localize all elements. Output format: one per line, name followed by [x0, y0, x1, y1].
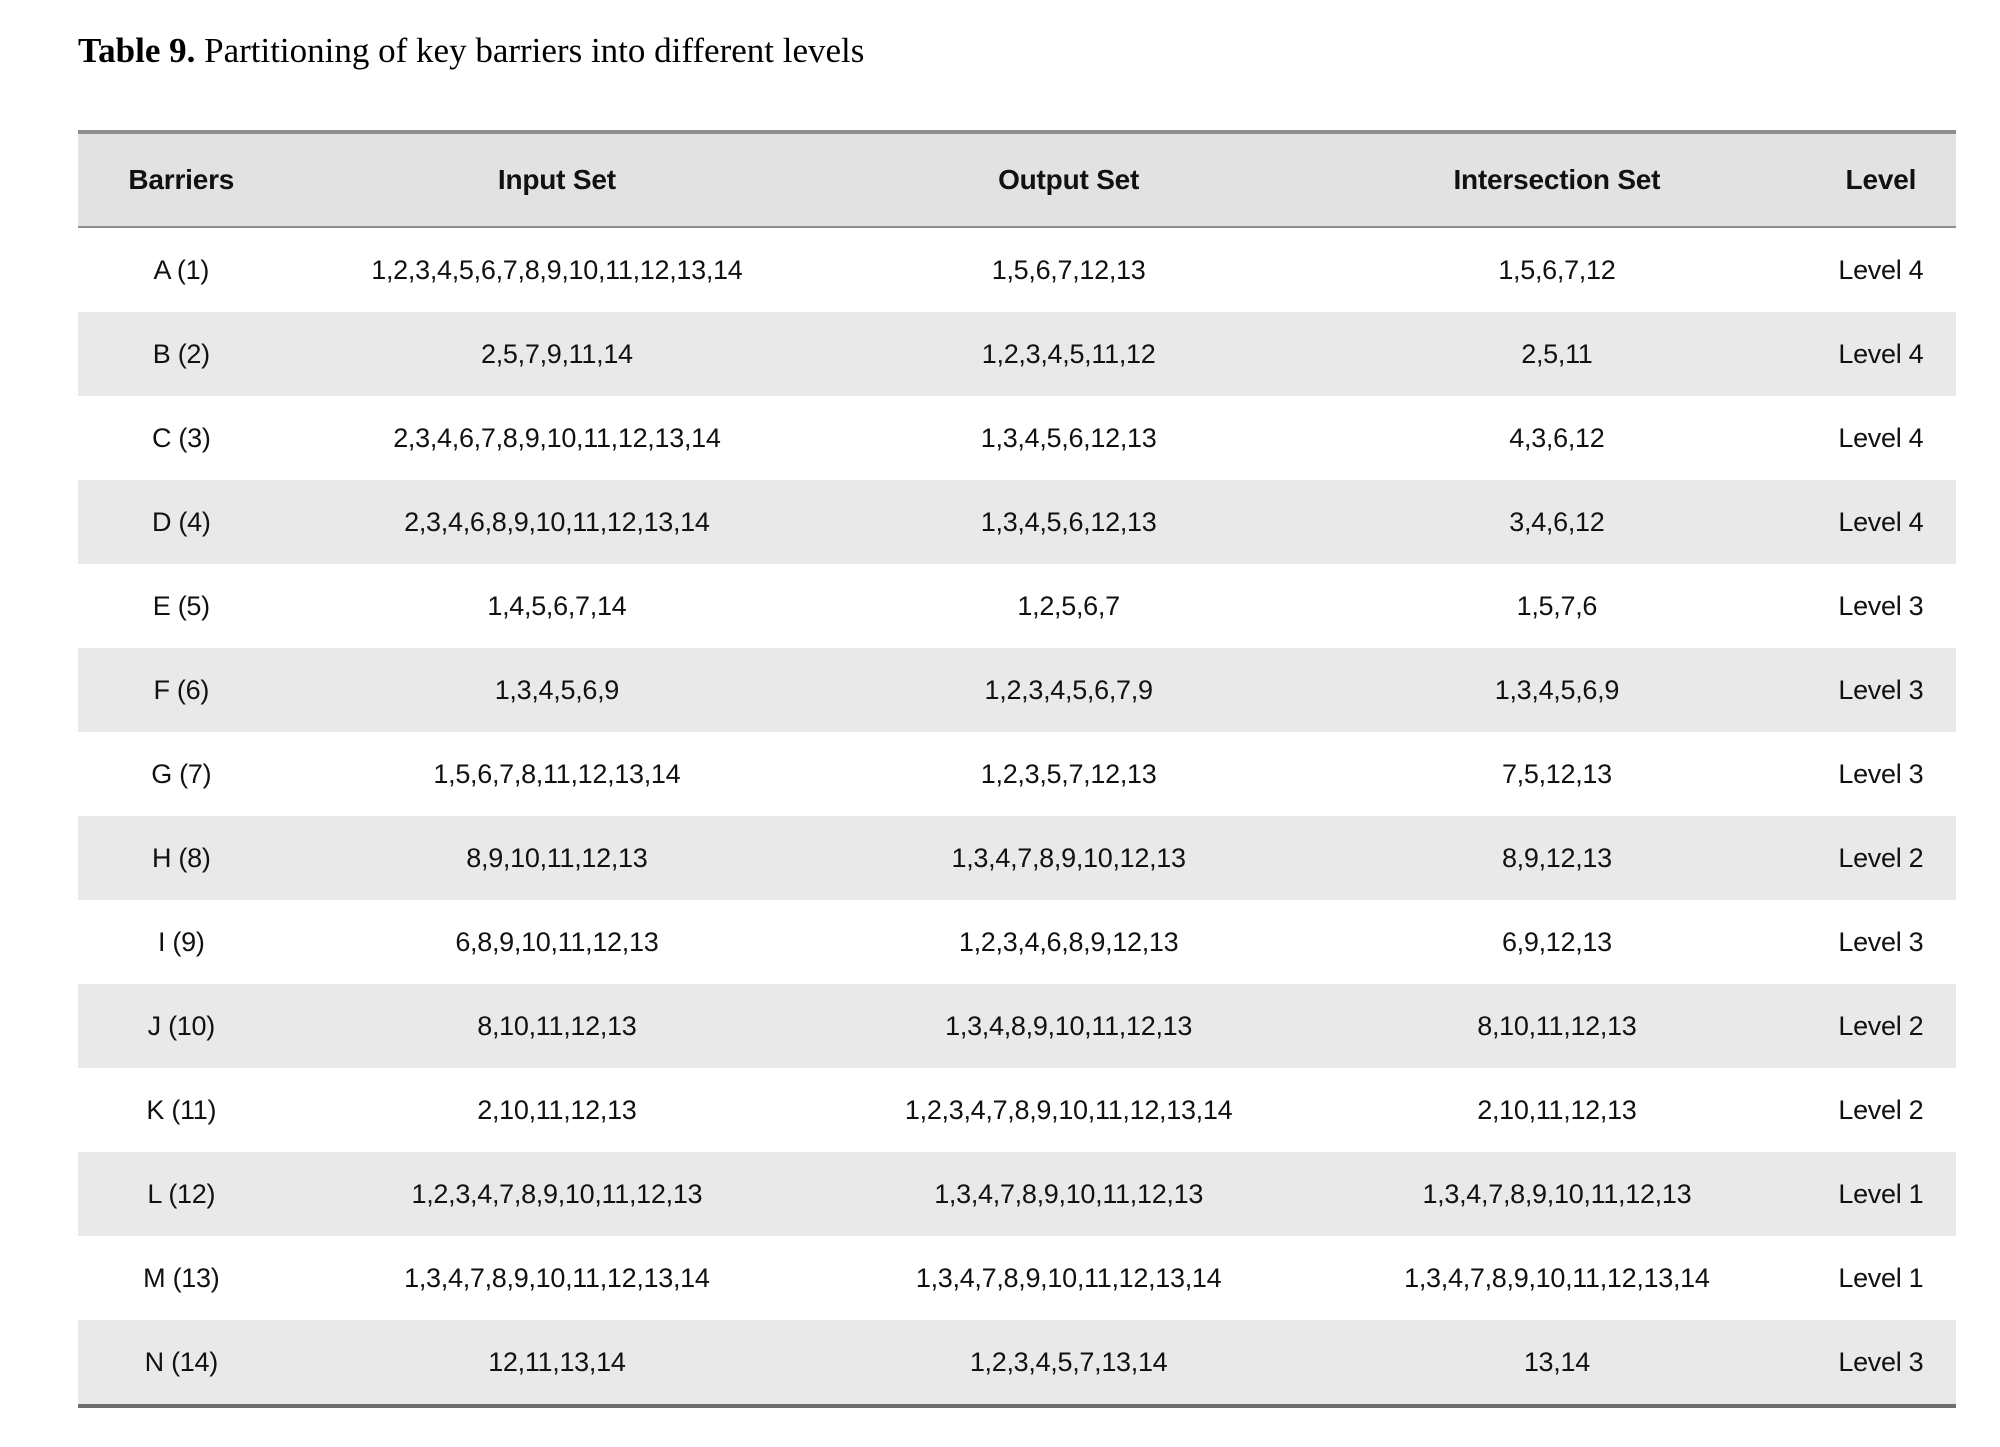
- level-cell: Level 4: [1838, 338, 1924, 369]
- intersection-cell: 8,10,11,12,13: [1477, 1010, 1637, 1041]
- table-caption-label: Table 9.: [78, 31, 196, 70]
- barrier-cell: F (6): [153, 674, 210, 705]
- barrier-cell: M (13): [143, 1262, 220, 1293]
- input-cell: 2,10,11,12,13: [477, 1094, 637, 1125]
- table-header-row: Barriers Input Set Output Set Intersecti…: [78, 132, 1956, 228]
- barrier-cell: N (14): [144, 1346, 219, 1377]
- level-cell: Level 4: [1838, 254, 1924, 285]
- output-cell: 1,2,3,4,5,11,12: [981, 338, 1156, 369]
- input-cell: 12,11,13,14: [488, 1346, 626, 1377]
- table-row: I (9) 6,8,9,10,11,12,13 1,2,3,4,6,8,9,12,1…: [78, 900, 1956, 984]
- intersection-cell: 8,9,12,13: [1501, 842, 1612, 873]
- table-row: H (8) 8,9,10,11,12,13 1,3,4,7,8,9,10,12,13…: [78, 816, 1956, 900]
- level-cell: Level 4: [1838, 422, 1924, 453]
- column-header-level: Level: [1805, 132, 1956, 228]
- output-cell: 1,2,3,5,7,12,13: [980, 758, 1157, 789]
- input-cell: 2,5,7,9,11,14: [481, 338, 633, 369]
- barriers-table: Barriers Input Set Output Set Intersecti…: [78, 130, 1956, 1408]
- intersection-cell: 6,9,12,13: [1501, 926, 1612, 957]
- column-header-output-set: Output Set: [829, 132, 1309, 228]
- level-cell: Level 2: [1838, 842, 1924, 873]
- level-cell: Level 3: [1838, 926, 1924, 957]
- intersection-cell: 2,10,11,12,13: [1477, 1094, 1637, 1125]
- barrier-cell: A (1): [153, 254, 210, 285]
- output-cell: 1,3,4,5,6,12,13: [980, 422, 1157, 453]
- intersection-cell: 7,5,12,13: [1501, 758, 1612, 789]
- output-cell: 1,2,3,4,7,8,9,10,11,12,13,14: [904, 1094, 1233, 1125]
- intersection-cell: 1,5,6,7,12: [1498, 254, 1616, 285]
- table-row: D (4) 2,3,4,6,8,9,10,11,12,13,14 1,3,4,5,6…: [78, 480, 1956, 564]
- intersection-cell: 3,4,6,12: [1509, 506, 1605, 537]
- intersection-cell: 2,5,11: [1521, 338, 1593, 369]
- output-cell: 1,5,6,7,12,13: [991, 254, 1146, 285]
- table-row: C (3) 2,3,4,6,7,8,9,10,11,12,13,14 1,3,4,5…: [78, 396, 1956, 480]
- output-cell: 1,2,5,6,7: [1017, 590, 1120, 621]
- input-cell: 2,3,4,6,8,9,10,11,12,13,14: [404, 506, 710, 537]
- table-body: A (1) 1,2,3,4,5,6,7,8,9,10,11,12,13,14 1,5…: [78, 227, 1956, 1406]
- input-cell: 1,2,3,4,7,8,9,10,11,12,13: [411, 1178, 703, 1209]
- level-cell: Level 3: [1838, 1346, 1924, 1377]
- table-row: A (1) 1,2,3,4,5,6,7,8,9,10,11,12,13,14 1,5…: [78, 227, 1956, 312]
- input-cell: 1,2,3,4,5,6,7,8,9,10,11,12,13,14: [371, 254, 743, 285]
- table-row: B (2) 2,5,7,9,11,14 1,2,3,4,5,11,12 2,5,11 L…: [78, 312, 1956, 396]
- table-row: N (14) 12,11,13,14 1,2,3,4,5,7,13,14 13,14 L…: [78, 1320, 1956, 1406]
- intersection-cell: 1,3,4,7,8,9,10,11,12,13: [1422, 1178, 1692, 1209]
- barrier-cell: H (8): [152, 842, 211, 873]
- barrier-cell: J (10): [147, 1010, 216, 1041]
- input-cell: 2,3,4,6,7,8,9,10,11,12,13,14: [393, 422, 721, 453]
- output-cell: 1,3,4,7,8,9,10,11,12,13,14: [915, 1262, 1222, 1293]
- intersection-cell: 4,3,6,12: [1509, 422, 1605, 453]
- column-header-input-set: Input Set: [284, 132, 830, 228]
- input-cell: 1,5,6,7,8,11,12,13,14: [433, 758, 681, 789]
- output-cell: 1,2,3,4,5,7,13,14: [969, 1346, 1168, 1377]
- intersection-cell: 1,3,4,7,8,9,10,11,12,13,14: [1404, 1262, 1710, 1293]
- table-row: L (12) 1,2,3,4,7,8,9,10,11,12,13 1,3,4,7,8…: [78, 1152, 1956, 1236]
- level-cell: Level 1: [1838, 1178, 1924, 1209]
- level-cell: Level 2: [1838, 1010, 1924, 1041]
- output-cell: 1,3,4,5,6,12,13: [980, 506, 1157, 537]
- barrier-cell: L (12): [147, 1178, 216, 1209]
- input-cell: 6,8,9,10,11,12,13: [455, 926, 659, 957]
- table-row: F (6) 1,3,4,5,6,9 1,2,3,4,5,6,7,9 1,3,4,5,6…: [78, 648, 1956, 732]
- column-header-intersection-set: Intersection Set: [1308, 132, 1806, 228]
- output-cell: 1,2,3,4,5,6,7,9: [984, 674, 1153, 705]
- table-caption-text: Partitioning of key barriers into differ…: [195, 31, 865, 70]
- barrier-cell: B (2): [152, 338, 210, 369]
- table-row: J (10) 8,10,11,12,13 1,3,4,8,9,10,11,12,13…: [78, 984, 1956, 1068]
- column-header-barriers: Barriers: [78, 132, 285, 228]
- intersection-cell: 13,14: [1523, 1346, 1590, 1377]
- table-row: G (7) 1,5,6,7,8,11,12,13,14 1,2,3,5,7,12,1…: [78, 732, 1956, 816]
- level-cell: Level 3: [1838, 674, 1924, 705]
- table-row: E (5) 1,4,5,6,7,14 1,2,5,6,7 1,5,7,6 Level 3: [78, 564, 1956, 648]
- barrier-cell: C (3): [152, 422, 211, 453]
- level-cell: Level 2: [1838, 1094, 1924, 1125]
- input-cell: 8,9,10,11,12,13: [466, 842, 648, 873]
- output-cell: 1,3,4,7,8,9,10,12,13: [951, 842, 1187, 873]
- table-row: M (13) 1,3,4,7,8,9,10,11,12,13,14 1,3,4,7,…: [78, 1236, 1956, 1320]
- output-cell: 1,2,3,4,6,8,9,12,13: [958, 926, 1179, 957]
- barrier-cell: I (9): [158, 926, 205, 957]
- level-cell: Level 1: [1838, 1262, 1924, 1293]
- input-cell: 1,3,4,7,8,9,10,11,12,13,14: [404, 1262, 710, 1293]
- barrier-cell: G (7): [151, 758, 212, 789]
- barrier-cell: D (4): [152, 506, 211, 537]
- input-cell: 8,10,11,12,13: [477, 1010, 637, 1041]
- table-header: Barriers Input Set Output Set Intersecti…: [78, 132, 1956, 228]
- input-cell: 1,3,4,5,6,9: [494, 674, 620, 705]
- barrier-cell: K (11): [146, 1094, 217, 1125]
- input-cell: 1,4,5,6,7,14: [487, 590, 627, 621]
- intersection-cell: 1,5,7,6: [1516, 590, 1598, 621]
- barrier-cell: E (5): [152, 590, 210, 621]
- level-cell: Level 3: [1838, 590, 1924, 621]
- table-caption: Table 9. Partitioning of key barriers in…: [78, 30, 1955, 72]
- level-cell: Level 3: [1838, 758, 1924, 789]
- intersection-cell: 1,3,4,5,6,9: [1494, 674, 1620, 705]
- level-cell: Level 4: [1838, 506, 1924, 537]
- output-cell: 1,3,4,7,8,9,10,11,12,13: [934, 1178, 1204, 1209]
- table-row: K (11) 2,10,11,12,13 1,2,3,4,7,8,9,10,11,1…: [78, 1068, 1956, 1152]
- output-cell: 1,3,4,8,9,10,11,12,13: [945, 1010, 1193, 1041]
